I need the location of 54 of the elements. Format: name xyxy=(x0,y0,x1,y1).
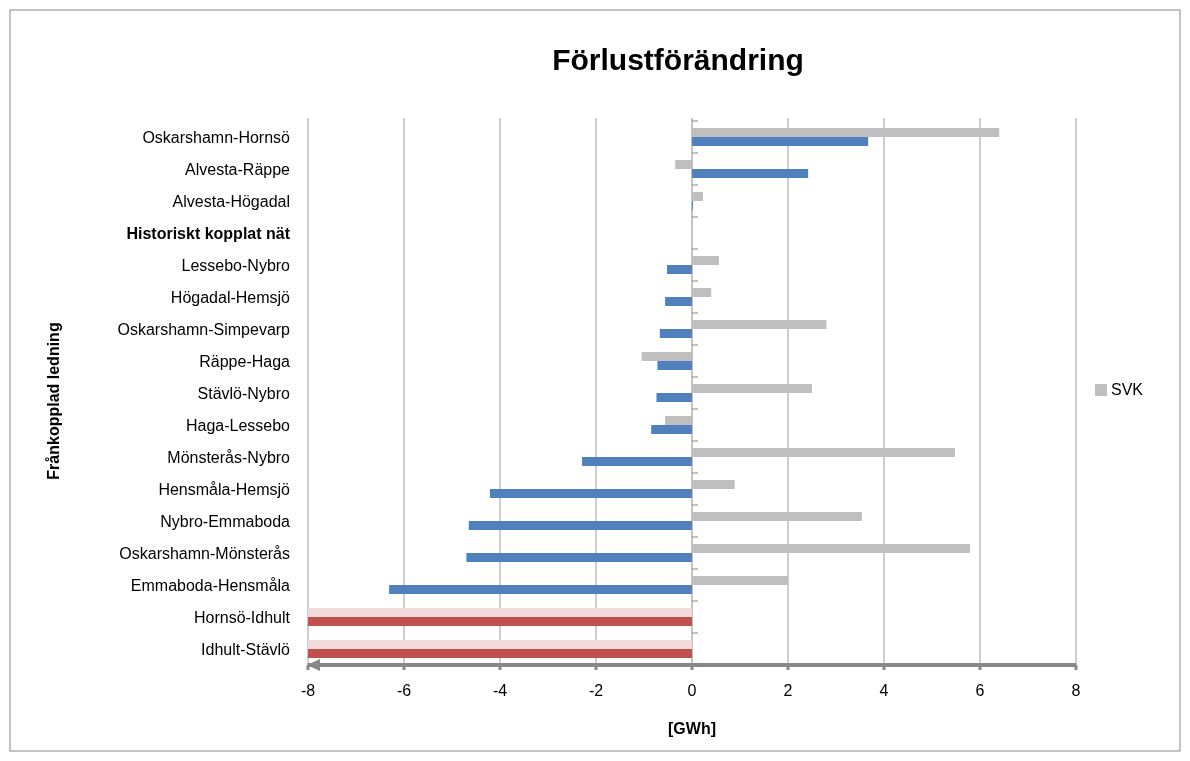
bar xyxy=(468,521,692,530)
x-tick-label: 2 xyxy=(783,682,793,699)
y-tick-label: Stävlö-Nybro xyxy=(197,385,291,402)
y-axis-title: Frånkopplad ledning xyxy=(45,322,62,480)
bar xyxy=(667,265,692,274)
chart-title: Förlustförändring xyxy=(552,43,804,76)
y-tick-label: Alvesta-Högadal xyxy=(172,193,290,210)
bar xyxy=(675,160,692,169)
bar xyxy=(308,640,692,649)
y-tick-label: Räppe-Haga xyxy=(199,353,291,370)
y-tick-label: Hensmåla-Hemsjö xyxy=(158,481,291,498)
x-axis-title: [GWh] xyxy=(668,720,716,737)
y-tick-label: Alvesta-Räppe xyxy=(185,161,291,178)
y-tick-label: Högadal-Hemsjö xyxy=(170,289,291,306)
y-tick-label: Haga-Lessebo xyxy=(185,417,291,434)
bar xyxy=(389,585,692,594)
bar xyxy=(489,489,692,498)
bar xyxy=(651,425,692,434)
bar xyxy=(657,361,692,370)
bar xyxy=(308,649,692,658)
y-tick-label: Hornsö-Idhult xyxy=(193,609,291,626)
x-tick-label: -8 xyxy=(300,682,316,699)
y-tick-label: Idhult-Stävlö xyxy=(201,641,291,658)
bar xyxy=(641,352,692,361)
bar xyxy=(692,192,704,201)
bar xyxy=(692,480,735,489)
x-tick-label: 8 xyxy=(1071,682,1081,699)
y-tick-label: Oskarshamn-Mönsterås xyxy=(119,545,290,562)
bar xyxy=(692,137,869,146)
bar xyxy=(665,416,692,425)
x-tick-label: -6 xyxy=(396,682,412,699)
legend-label: SVK xyxy=(1111,381,1144,398)
bar xyxy=(692,256,719,265)
y-tick-label: Nybro-Emmaboda xyxy=(160,513,291,530)
y-tick-label: Oskarshamn-Simpevarp xyxy=(117,321,291,338)
bar xyxy=(308,608,692,617)
bar xyxy=(692,169,809,178)
y-tick-label: Historiskt kopplat nät xyxy=(126,225,291,242)
y-tick-label: Emmaboda-Hensmåla xyxy=(130,577,291,594)
x-tick-label: 6 xyxy=(975,682,985,699)
x-tick-label: 4 xyxy=(879,682,889,699)
x-tick-label: -4 xyxy=(492,682,508,699)
y-tick-label: Mönsterås-Nybro xyxy=(167,449,291,466)
y-tick-label: Oskarshamn-Hornsö xyxy=(142,129,291,146)
bar xyxy=(308,617,692,626)
bar xyxy=(656,393,692,402)
bar xyxy=(659,329,692,338)
bar xyxy=(466,553,692,562)
bar xyxy=(665,297,692,306)
bar xyxy=(582,457,692,466)
x-tick-label: -2 xyxy=(588,682,604,699)
x-tick-label: 0 xyxy=(687,682,697,699)
y-tick-label: Lessebo-Nybro xyxy=(181,257,291,274)
bar xyxy=(692,288,712,297)
